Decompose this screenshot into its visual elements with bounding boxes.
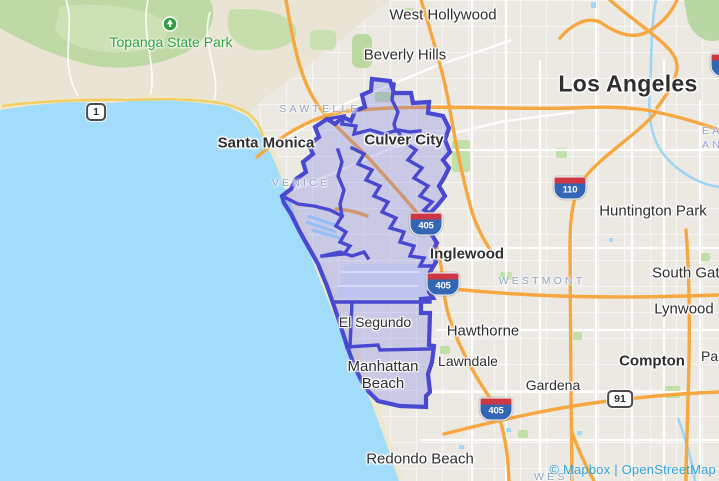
city-label-lynwood: Lynwood (654, 300, 714, 318)
shield-red-band (427, 273, 459, 280)
route-91-number: 91 (614, 393, 626, 405)
city-label-redondo-beach: Redondo Beach (366, 450, 474, 468)
park-label-topanga: Topanga State Park (109, 34, 233, 50)
i405-shield-south: 405 (479, 397, 513, 421)
city-label-inglewood: Inglewood (429, 245, 505, 263)
freeway-downtown-b (558, 0, 679, 40)
shield-red-band (711, 54, 719, 61)
i110-number: 110 (562, 184, 578, 196)
park-tree-icon (162, 16, 178, 32)
neighborhood-label-westmont: WESTMONT (498, 275, 586, 287)
i405-number: 405 (435, 280, 451, 292)
route-1-shield: 1 (86, 103, 106, 121)
map-attribution[interactable]: © Mapbox | OpenStreetMap (549, 462, 716, 477)
city-label-hawthorne: Hawthorne (446, 322, 520, 340)
city-label-culver-city: Culver City (364, 131, 444, 149)
city-label-huntington-park: Huntington Park (599, 202, 707, 220)
freeway-junction-south (570, 430, 596, 481)
city-label-santa-monica: Santa Monica (217, 134, 315, 152)
city-label-gardena: Gardena (525, 377, 581, 393)
park-areas (375, 8, 710, 438)
neighborhood-label-angeles: ANGELES (702, 139, 719, 151)
city-label-lawndale: Lawndale (438, 353, 498, 369)
ocean-water (0, 99, 399, 481)
city-label-beverly-hills: Beverly Hills (363, 46, 447, 64)
freeway-downtown-a (608, 0, 679, 110)
city-label-paramount: Paramount (701, 348, 719, 364)
route-1-number: 1 (93, 106, 99, 118)
la-river (647, 0, 719, 481)
district-boundaries (283, 82, 435, 352)
freeway-right-vertical (684, 228, 692, 481)
freeway-i10 (255, 105, 719, 159)
city-label-compton: Compton (619, 352, 685, 370)
airport-area (336, 264, 428, 298)
city-label-south-gate: South Gate (652, 264, 719, 282)
shield-red-band (410, 213, 442, 220)
route-91-shield: 91 (607, 390, 633, 408)
shield-red-band (480, 398, 512, 405)
neighborhood-label-sawtelle: SAWTELLE (279, 103, 361, 115)
highlighted-region (279, 76, 453, 410)
highway-1-road (1, 98, 269, 151)
i405-shield-north: 405 (409, 212, 443, 236)
i405-shield-mid: 405 (426, 272, 460, 296)
neighborhood-label-venice: VENICE (271, 177, 331, 189)
i405-number: 405 (418, 220, 434, 232)
shield-red-band (554, 177, 586, 184)
city-label-west-hollywood: West Hollywood (389, 6, 497, 24)
i110-shield: 110 (553, 176, 587, 200)
neighborhood-label-west: WEST (534, 471, 578, 481)
marina-channels (305, 214, 341, 240)
freeway-i110 (568, 110, 658, 481)
city-label-el-segundo: El Segundo (338, 314, 412, 330)
small-water-bodies (459, 2, 613, 449)
road-la-cienega (419, 0, 493, 253)
freeway-marina (334, 207, 369, 218)
i405-number: 405 (488, 405, 504, 417)
city-label-los-angeles: Los Angeles (558, 70, 698, 97)
city-label-manhattan-beach: Manhattan Beach (347, 357, 419, 392)
freeway-i105 (441, 286, 719, 299)
neighborhood-label-east-los: EAST LOS (702, 125, 719, 137)
